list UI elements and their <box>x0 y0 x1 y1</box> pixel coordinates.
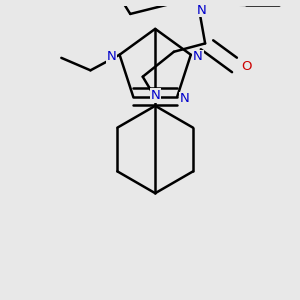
Text: O: O <box>242 60 252 73</box>
Text: N: N <box>180 92 189 105</box>
Text: N: N <box>150 89 160 102</box>
Text: N: N <box>197 4 207 16</box>
Text: N: N <box>193 50 203 63</box>
Text: N: N <box>106 50 116 63</box>
